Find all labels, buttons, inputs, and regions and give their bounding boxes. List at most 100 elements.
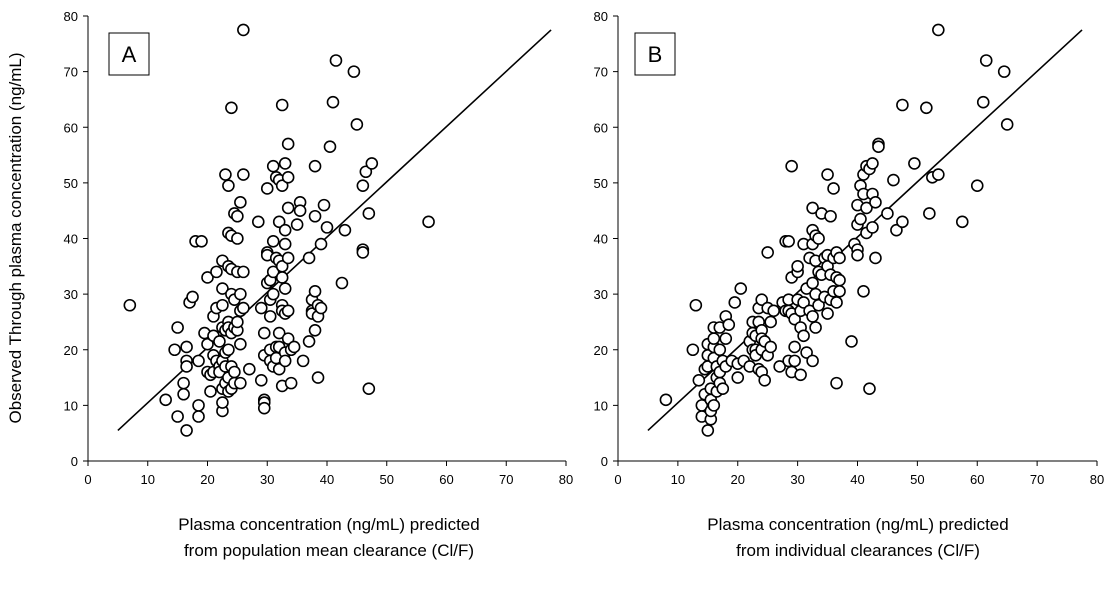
scatter-point [921, 102, 932, 113]
scatter-point [363, 383, 374, 394]
y-tick-label: 70 [64, 65, 78, 80]
x-tick-label: 80 [1090, 472, 1104, 487]
scatter-point [319, 200, 330, 211]
scatter-point [762, 247, 773, 258]
y-tick-label: 20 [64, 343, 78, 358]
scatter-point [232, 233, 243, 244]
scatter-point [238, 24, 249, 35]
scatter-point [178, 389, 189, 400]
scatter-point [999, 66, 1010, 77]
x-tick-label: 30 [260, 472, 274, 487]
scatter-point [870, 252, 881, 263]
scatter-point [217, 300, 228, 311]
scatter-point [211, 266, 222, 277]
scatter-point [292, 219, 303, 230]
scatter-point [825, 211, 836, 222]
x-tick-label: 20 [200, 472, 214, 487]
scatter-point [834, 275, 845, 286]
scatter-point [172, 322, 183, 333]
scatter-point [870, 197, 881, 208]
scatter-point [897, 100, 908, 111]
y-tick-label: 80 [594, 9, 608, 24]
scatter-point [846, 336, 857, 347]
scatter-point [214, 336, 225, 347]
x-tick-label: 40 [320, 472, 334, 487]
scatter-point [822, 308, 833, 319]
scatter-point [283, 172, 294, 183]
x-tick-label: 0 [84, 472, 91, 487]
scatter-point [217, 397, 228, 408]
scatter-point [807, 278, 818, 289]
scatter-point [831, 378, 842, 389]
scatter-point [813, 233, 824, 244]
x-tick-label: 80 [559, 472, 573, 487]
scatter-point [283, 305, 294, 316]
scatter-point [298, 355, 309, 366]
scatter-point [834, 286, 845, 297]
scatter-point [256, 375, 267, 386]
scatter-point [169, 344, 180, 355]
scatter-point [283, 202, 294, 213]
scatter-point [229, 367, 240, 378]
scatter-point [220, 169, 231, 180]
panel-b: B Plasma concentration (ng/mL) predicted… [594, 9, 1105, 560]
x-tick-label: 50 [380, 472, 394, 487]
scatter-point [235, 378, 246, 389]
scatter-point [972, 180, 983, 191]
scatter-point [193, 411, 204, 422]
scatter-point [235, 197, 246, 208]
panel-a-x-axis-title-line-1: Plasma concentration (ng/mL) predicted [178, 515, 479, 534]
scatter-point [238, 303, 249, 314]
x-tick-label: 0 [614, 472, 621, 487]
scatter-point [280, 158, 291, 169]
y-tick-label: 50 [64, 176, 78, 191]
panel-a-label: A [122, 42, 137, 67]
scatter-point [366, 158, 377, 169]
y-tick-label: 10 [64, 398, 78, 413]
scatter-point [759, 375, 770, 386]
scatter-point [867, 222, 878, 233]
scatter-point [193, 355, 204, 366]
scatter-point [933, 169, 944, 180]
scatter-point [280, 355, 291, 366]
scatter-point [798, 330, 809, 341]
scatter-point [807, 311, 818, 322]
scatter-point [160, 394, 171, 405]
scatter-point [717, 383, 728, 394]
scatter-point [205, 386, 216, 397]
x-tick-label: 60 [970, 472, 984, 487]
y-tick-label: 60 [594, 120, 608, 135]
scatter-point [423, 216, 434, 227]
scatter-point [232, 316, 243, 327]
x-tick-label: 20 [731, 472, 745, 487]
scatter-point [336, 278, 347, 289]
scatter-point [867, 158, 878, 169]
y-tick-label: 30 [64, 287, 78, 302]
y-tick-label: 0 [601, 454, 608, 469]
scatter-point [789, 355, 800, 366]
scatter-point [286, 378, 297, 389]
y-tick-label: 40 [64, 232, 78, 247]
panel-a: A Plasma concentration (ng/mL) predicted… [64, 9, 574, 560]
scatter-point [238, 266, 249, 277]
scatter-point [316, 303, 327, 314]
scatter-point [708, 333, 719, 344]
scatter-point [858, 286, 869, 297]
y-tick-label: 80 [64, 9, 78, 24]
x-tick-label: 50 [910, 472, 924, 487]
scatter-point [259, 403, 270, 414]
scatter-point [690, 300, 701, 311]
scatter-point [262, 183, 273, 194]
scatter-point [187, 291, 198, 302]
scatter-point [268, 236, 279, 247]
scatter-point [280, 225, 291, 236]
scatter-point [223, 180, 234, 191]
scatter-point [253, 216, 264, 227]
scatter-point [339, 225, 350, 236]
scatter-point [888, 175, 899, 186]
scatter-point [181, 361, 192, 372]
x-tick-label: 30 [790, 472, 804, 487]
scatter-point [357, 247, 368, 258]
panel-a-x-axis-title-line-2: from population mean clearance (Cl/F) [184, 541, 474, 560]
scatter-point [783, 236, 794, 247]
